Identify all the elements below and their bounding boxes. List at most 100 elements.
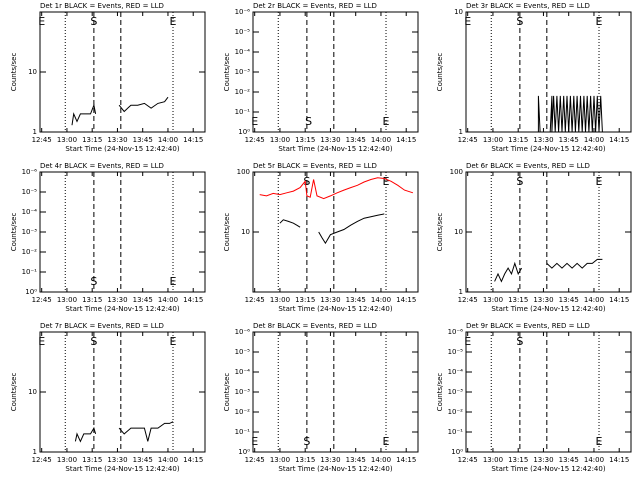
y-axis-label: Counts/sec (436, 213, 444, 252)
plot-frame (465, 331, 632, 453)
x-tick-label: 13:15 (82, 456, 102, 464)
plot-frame (465, 11, 632, 133)
x-tick-label: 13:00 (57, 296, 77, 304)
y-tick-label: 10⁻² (448, 408, 464, 416)
x-tick-label: 13:00 (57, 456, 77, 464)
annotation: E (596, 15, 603, 28)
x-axis-label: Start Time (24-Nov-15 12:42:40) (278, 145, 392, 153)
x-tick-label: 13:45 (133, 456, 153, 464)
y-tick-label: 10⁻⁵ (448, 348, 464, 356)
x-tick-label: 14:00 (371, 296, 391, 304)
y-tick-label: 10⁻⁶ (235, 328, 251, 336)
x-axis-label: Start Time (24-Nov-15 12:42:40) (65, 145, 179, 153)
annotation: S (90, 335, 97, 348)
x-tick-label: 14:00 (584, 296, 604, 304)
chart-title: Det 8r BLACK = Events, RED = LLD (253, 322, 377, 330)
x-tick-label: 14:15 (396, 136, 416, 144)
y-axis-label: Counts/sec (223, 213, 231, 252)
x-tick-label: 12:45 (32, 136, 52, 144)
y-tick-label: 10⁻⁴ (235, 48, 251, 56)
x-tick-label: 12:45 (458, 136, 478, 144)
annotation: S (90, 15, 97, 28)
y-tick-label: 10⁻³ (235, 68, 251, 76)
x-tick-label: 14:00 (584, 136, 604, 144)
plot-frame (39, 11, 206, 133)
annotation: E (251, 435, 258, 448)
x-tick-label: 13:30 (320, 456, 340, 464)
y-axis-label: Counts/sec (10, 213, 18, 252)
plot-frame (252, 11, 419, 133)
x-axis-label: Start Time (24-Nov-15 12:42:40) (65, 465, 179, 473)
x-tick-label: 13:45 (559, 456, 579, 464)
x-tick-label: 13:15 (508, 136, 528, 144)
annotation: S (305, 115, 312, 128)
x-tick-label: 14:00 (371, 136, 391, 144)
x-tick-label: 12:45 (245, 456, 265, 464)
annotation: E (38, 335, 45, 348)
y-tick-label: 10⁻⁴ (448, 368, 464, 376)
chart-title: Det 2r BLACK = Events, RED = LLD (253, 2, 377, 10)
x-tick-label: 13:15 (82, 136, 102, 144)
annotation: S (516, 15, 523, 28)
plot-frame (252, 171, 419, 293)
x-tick-label: 12:45 (458, 296, 478, 304)
x-tick-label: 13:15 (295, 296, 315, 304)
chart-title: Det 1r BLACK = Events, RED = LLD (40, 2, 164, 10)
x-tick-label: 14:15 (183, 456, 203, 464)
annotation: E (383, 435, 390, 448)
annotation: S (303, 175, 310, 188)
x-tick-label: 12:45 (245, 296, 265, 304)
y-tick-label: 10⁻⁴ (235, 368, 251, 376)
y-tick-label: 10⁻³ (448, 388, 464, 396)
chart-title: Det 6r BLACK = Events, RED = LLD (466, 162, 590, 170)
annotation: S (516, 335, 523, 348)
annotation: S (303, 435, 310, 448)
chart-title: Det 3r BLACK = Events, RED = LLD (466, 2, 590, 10)
y-tick-label: 10⁻⁵ (235, 28, 251, 36)
y-tick-label: 10⁻⁶ (235, 8, 251, 16)
annotation: S (516, 175, 523, 188)
y-tick-label: 10⁻⁴ (22, 208, 38, 216)
y-tick-label: 10⁻² (235, 408, 251, 416)
x-tick-label: 13:15 (508, 296, 528, 304)
annotation: E (596, 435, 603, 448)
y-tick-label: 100 (237, 168, 250, 176)
plot-frame (252, 331, 419, 453)
x-tick-label: 12:45 (32, 296, 52, 304)
x-tick-label: 14:15 (183, 296, 203, 304)
series-line (74, 421, 174, 443)
y-tick-label: 10⁰ (238, 448, 250, 456)
annotation: E (464, 335, 471, 348)
y-tick-label: 1 (33, 448, 37, 456)
y-tick-label: 10 (454, 8, 463, 16)
series-line (537, 95, 603, 133)
x-axis-label: Start Time (24-Nov-15 12:42:40) (278, 305, 392, 313)
x-axis-label: Start Time (24-Nov-15 12:42:40) (278, 465, 392, 473)
x-tick-label: 13:00 (483, 136, 503, 144)
chart-title: Det 9r BLACK = Events, RED = LLD (466, 322, 590, 330)
x-tick-label: 13:00 (483, 296, 503, 304)
chart-title: Det 5r BLACK = Events, RED = LLD (253, 162, 377, 170)
x-tick-label: 13:15 (82, 296, 102, 304)
annotation: E (170, 275, 177, 288)
x-tick-label: 12:45 (458, 456, 478, 464)
annotation: E (170, 335, 177, 348)
x-tick-label: 13:30 (320, 136, 340, 144)
chart-title: Det 4r BLACK = Events, RED = LLD (40, 162, 164, 170)
x-tick-label: 13:30 (320, 296, 340, 304)
y-tick-label: 10 (454, 228, 463, 236)
series-line (71, 96, 169, 126)
y-tick-label: 10⁻³ (235, 388, 251, 396)
series-line (259, 177, 414, 200)
annotation: E (596, 175, 603, 188)
annotation: E (383, 115, 390, 128)
y-axis-label: Counts/sec (223, 373, 231, 412)
x-tick-label: 14:00 (158, 136, 178, 144)
y-tick-label: 10⁻¹ (22, 268, 38, 276)
x-tick-label: 13:45 (133, 296, 153, 304)
y-axis-label: Counts/sec (436, 53, 444, 92)
x-tick-label: 13:00 (483, 456, 503, 464)
x-tick-label: 13:15 (295, 456, 315, 464)
annotation: E (251, 115, 258, 128)
x-tick-label: 13:00 (270, 296, 290, 304)
